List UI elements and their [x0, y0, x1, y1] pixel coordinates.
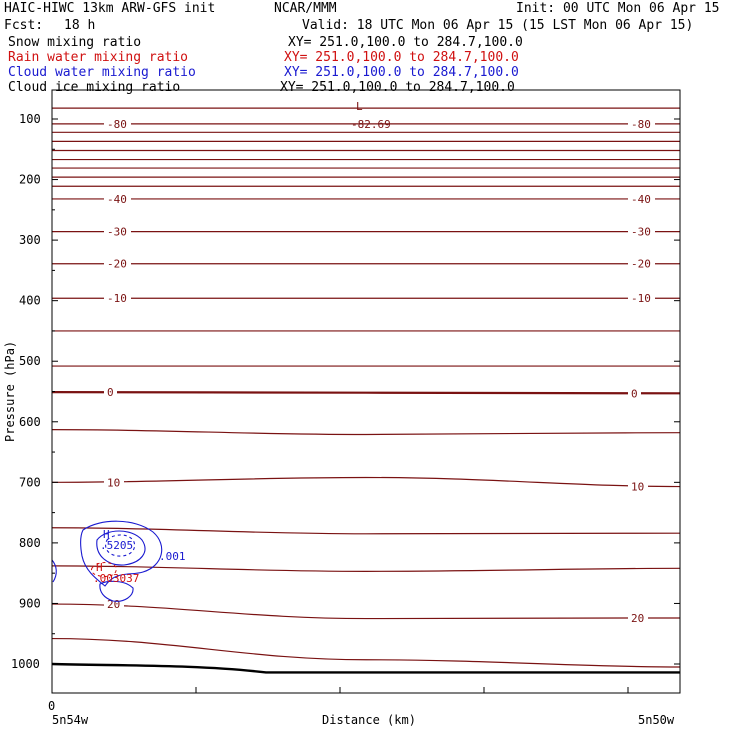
- terrain-line: [51, 662, 680, 674]
- temperature-contour-line: [51, 637, 681, 668]
- temperature-contour-line: [51, 565, 681, 572]
- y-tick-label: 400: [19, 294, 41, 308]
- cloud-water-max-value: .5205: [100, 539, 133, 552]
- y-axis-title: Pressure (hPa): [3, 341, 17, 442]
- temperature-contour-line: [51, 476, 681, 488]
- field-cloudwater-xy: XY= 251.0,100.0 to 284.7,100.0: [284, 65, 519, 80]
- forecast-label: Fcst:: [4, 18, 44, 33]
- temperature-contour-label: -10: [631, 292, 651, 305]
- hydrometeor-contours: H .5205 .001 H .003037: [51, 520, 186, 602]
- field-cloudice-xy: XY= 251.0,100.0 to 284.7,100.0: [280, 80, 515, 95]
- temperature-contour-label: -40: [631, 193, 651, 206]
- contour-label-background: [628, 192, 655, 205]
- temperature-contour-label: -40: [107, 193, 127, 206]
- forecast-hours: 18 h: [64, 18, 96, 33]
- cloud-water-contour-edge: [51, 559, 57, 583]
- temperature-contour-label: -20: [107, 258, 127, 271]
- contour-label-background: [628, 225, 655, 238]
- temperature-contour-label: -80: [631, 118, 651, 131]
- y-tick-label: 900: [19, 596, 41, 610]
- y-tick-label: 300: [19, 233, 41, 247]
- temperature-contours: -82.69-80 -80-40 -40-30 -30-20 -20-10 -100 010…: [51, 107, 681, 668]
- contour-label-background: [104, 386, 117, 399]
- low-marker: L: [356, 100, 363, 113]
- contour-label-background: [104, 117, 131, 130]
- terrain-surface-line: [51, 662, 680, 674]
- contour-label-background: [628, 611, 648, 624]
- temperature-contour-label: 10: [107, 476, 120, 489]
- x-end-label-right: 5n50w: [638, 713, 675, 727]
- temperature-contour-label: 0: [631, 387, 638, 400]
- cloud-water-max-h: H: [103, 528, 110, 541]
- rain-water-contour: [91, 562, 117, 577]
- field-cloudwater-name: Cloud water mixing ratio: [8, 65, 196, 80]
- temperature-contour-line: [51, 391, 681, 395]
- y-tick-label: 800: [19, 536, 41, 550]
- field-rain-xy: XY= 251.0,100.0 to 284.7,100.0: [284, 50, 519, 65]
- field-snow-xy: XY= 251.0,100.0 to 284.7,100.0: [288, 35, 523, 50]
- rain-water-max-h: H: [96, 561, 103, 574]
- model-title: HAIC-HIWC 13km ARW-GFS init: [4, 1, 216, 16]
- contour-label-background: [628, 292, 655, 305]
- valid-time: Valid: 18 UTC Mon 06 Apr 15 (15 LST Mon …: [302, 18, 694, 33]
- temperature-contour-label: 0: [107, 386, 114, 399]
- temperature-contour-line: [51, 429, 681, 436]
- cloud-water-contour-mid: [96, 530, 146, 566]
- low-label-background: [349, 138, 395, 151]
- temperature-contour-label: -10: [107, 292, 127, 305]
- field-cloudice-name: Cloud ice mixing ratio: [8, 80, 181, 95]
- contour-label-background: [628, 257, 655, 270]
- temperature-contour-line: [51, 603, 681, 620]
- temperature-contour-label: 20: [107, 598, 120, 611]
- cloud-water-contour-inner: [105, 534, 136, 557]
- temperature-contour-label: -80: [107, 118, 127, 131]
- org-label: NCAR/MMM: [274, 1, 337, 16]
- cloud-water-contour-label: .001: [159, 550, 186, 563]
- temperature-contour-line: [51, 527, 681, 535]
- init-time: Init: 00 UTC Mon 06 Apr 15: [516, 1, 720, 16]
- temperature-contour-label: 10: [631, 481, 644, 494]
- field-rain-name: Rain water mixing ratio: [8, 50, 189, 65]
- y-tick-label: 1000: [11, 657, 40, 671]
- temperature-contour-label: -20: [631, 258, 651, 271]
- temperature-contour-label: -30: [631, 226, 651, 239]
- cloud-water-contour-low: [99, 580, 134, 602]
- contour-label-background: [104, 257, 131, 270]
- y-tick-label: 700: [19, 475, 41, 489]
- contour-label-background: [628, 117, 655, 130]
- y-tick-label: 100: [19, 112, 41, 126]
- temperature-contour-label: 20: [631, 612, 644, 625]
- cloud-water-contour-outer: [80, 520, 163, 587]
- contour-label-background: [628, 387, 641, 400]
- rain-water-max-value: .003037: [93, 572, 139, 585]
- temperature-contour-label: -30: [107, 226, 127, 239]
- y-tick-label: 200: [19, 173, 41, 187]
- contour-label-background: [628, 480, 648, 493]
- y-tick-label: 600: [19, 415, 41, 429]
- contour-label-background: [104, 225, 131, 238]
- contour-label-background: [104, 476, 124, 489]
- y-tick-label: 500: [19, 354, 41, 368]
- contour-label-background: [104, 292, 131, 305]
- x-axis-title: Distance (km): [322, 713, 416, 727]
- x-end-label-left: 5n54w: [52, 713, 89, 727]
- x-tick-label-0: 0: [48, 699, 55, 713]
- contour-label-background: [104, 192, 131, 205]
- field-snow-name: Snow mixing ratio: [8, 35, 142, 50]
